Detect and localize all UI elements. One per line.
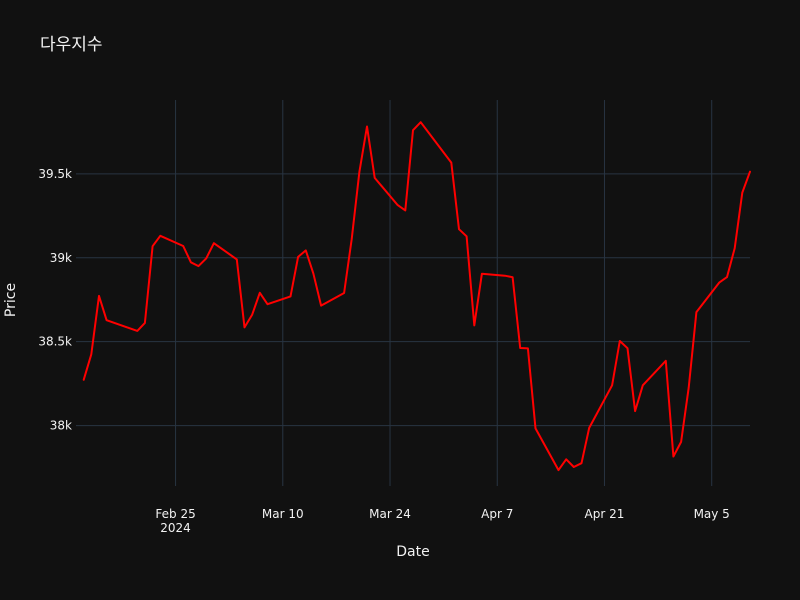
y-tick-label: 39.5k [38, 167, 72, 181]
x-tick-label: Mar 24 [369, 507, 411, 521]
y-axis-title: Price [3, 283, 19, 317]
x-tick-label: Mar 10 [262, 507, 304, 521]
series-line [82, 121, 751, 472]
y-tick-label: 38.5k [38, 335, 72, 349]
grid-lines [76, 100, 750, 486]
x-tick-label: Apr 21 [585, 507, 625, 521]
y-tick-label: 38k [50, 419, 72, 433]
y-tick-label: 39k [50, 251, 72, 265]
chart-title: 다우지수 [40, 35, 103, 55]
x-tick-label: Apr 7 [481, 507, 513, 521]
x-tick-sublabel: 2024 [160, 521, 191, 535]
x-tick-label: May 5 [694, 507, 730, 521]
x-tick-label: Feb 25 [155, 507, 195, 521]
x-axis-title: Date [396, 544, 429, 560]
